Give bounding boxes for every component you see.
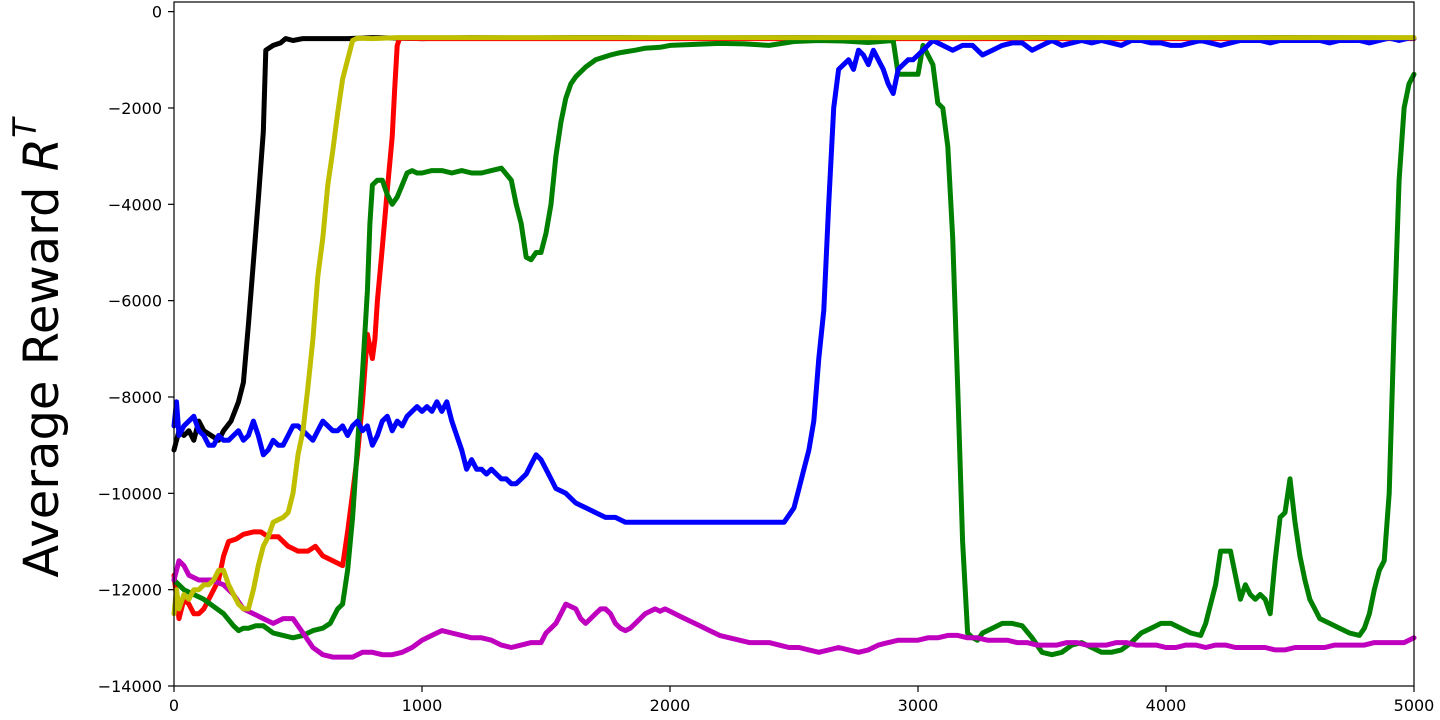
y-tick-label: −4000 (108, 195, 162, 214)
y-tick-label: −14000 (98, 677, 162, 696)
y-axis-label-superscript: T (6, 116, 44, 138)
series-line-6 (171, 35, 1417, 617)
y-tick-label: 0 (152, 3, 162, 22)
y-tick-label: −12000 (98, 581, 162, 600)
x-tick-label: 2000 (650, 696, 691, 715)
series-line-4 (171, 35, 1417, 525)
plot-frame (173, 1, 1415, 687)
x-tick-label: 3000 (898, 696, 939, 715)
y-axis: 0 −2000 −4000 −6000 −8000 −10000 −12000 −14000 (98, 3, 174, 696)
x-tick-label: 5000 (1394, 696, 1435, 715)
y-axis-label-symbol: R (14, 138, 70, 171)
x-tick-label: 0 (169, 696, 179, 715)
y-axis-label: Average Reward RT (6, 116, 70, 578)
y-tick-label: −6000 (108, 292, 162, 311)
y-tick-label: −2000 (108, 99, 162, 118)
series-line-3 (171, 38, 1417, 658)
series-line-5 (171, 558, 1417, 660)
y-tick-label: −10000 (98, 484, 162, 503)
x-axis: 0 1000 2000 3000 4000 5000 (169, 686, 1434, 715)
y-axis-label-text: Average Reward (14, 187, 70, 578)
x-tick-label: 1000 (402, 696, 443, 715)
y-tick-label: −8000 (108, 388, 162, 407)
series-line-2 (171, 35, 1417, 622)
x-tick-label: 4000 (1146, 696, 1187, 715)
plot-lines (171, 35, 1417, 660)
